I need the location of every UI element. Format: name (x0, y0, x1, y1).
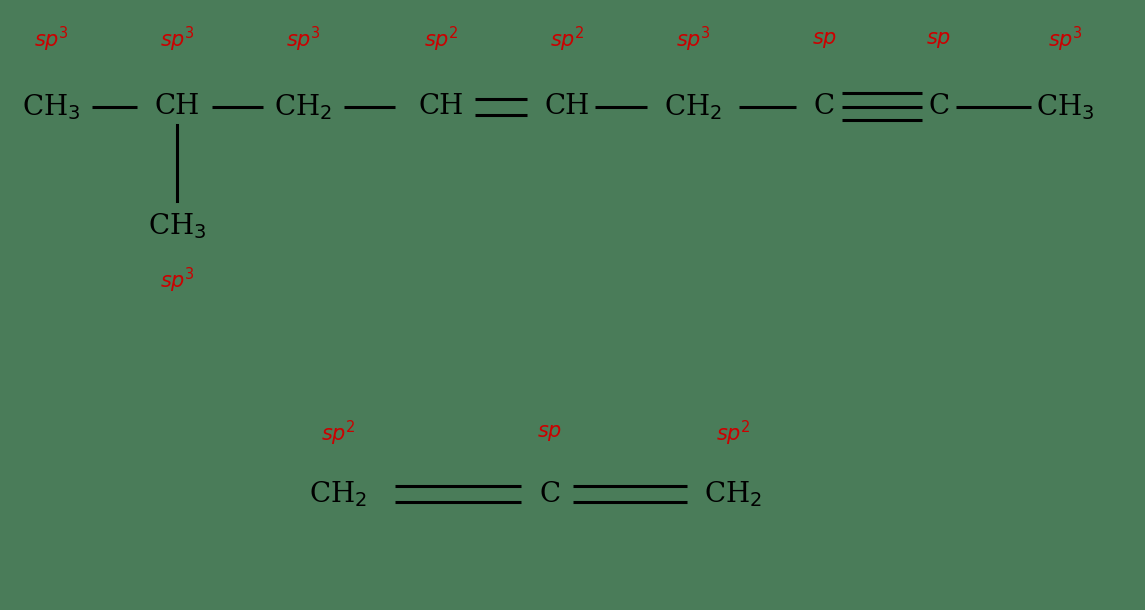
Text: $\mathit{sp}$$^3$: $\mathit{sp}$$^3$ (676, 25, 710, 54)
Text: CH$_3$: CH$_3$ (1035, 92, 1095, 121)
Text: $\mathit{sp}$: $\mathit{sp}$ (926, 30, 951, 49)
Text: CH$_2$: CH$_2$ (275, 92, 332, 121)
Text: $\mathit{sp}$$^3$: $\mathit{sp}$$^3$ (160, 266, 195, 295)
Text: $\mathit{sp}$: $\mathit{sp}$ (812, 30, 837, 49)
Text: CH$_2$: CH$_2$ (309, 479, 366, 509)
Text: $\mathit{sp}$$^2$: $\mathit{sp}$$^2$ (550, 25, 584, 54)
Text: CH: CH (418, 93, 464, 120)
Text: $\mathit{sp}$$^3$: $\mathit{sp}$$^3$ (160, 25, 195, 54)
Text: $\mathit{sp}$$^2$: $\mathit{sp}$$^2$ (716, 418, 750, 448)
Text: C: C (814, 93, 835, 120)
Text: C: C (929, 93, 949, 120)
Text: $\mathit{sp}$$^2$: $\mathit{sp}$$^2$ (424, 25, 458, 54)
Text: $\mathit{sp}$$^3$: $\mathit{sp}$$^3$ (1048, 25, 1082, 54)
Text: CH: CH (544, 93, 590, 120)
Text: CH$_3$: CH$_3$ (22, 92, 81, 121)
Text: $\mathit{sp}$: $\mathit{sp}$ (537, 423, 562, 443)
Text: CH$_3$: CH$_3$ (148, 211, 207, 240)
Text: $\mathit{sp}$$^2$: $\mathit{sp}$$^2$ (321, 418, 355, 448)
Text: CH$_2$: CH$_2$ (664, 92, 721, 121)
Text: CH: CH (155, 93, 200, 120)
Text: C: C (539, 481, 560, 508)
Text: $\mathit{sp}$$^3$: $\mathit{sp}$$^3$ (34, 25, 69, 54)
Text: CH$_2$: CH$_2$ (704, 479, 761, 509)
Text: $\mathit{sp}$$^3$: $\mathit{sp}$$^3$ (286, 25, 321, 54)
